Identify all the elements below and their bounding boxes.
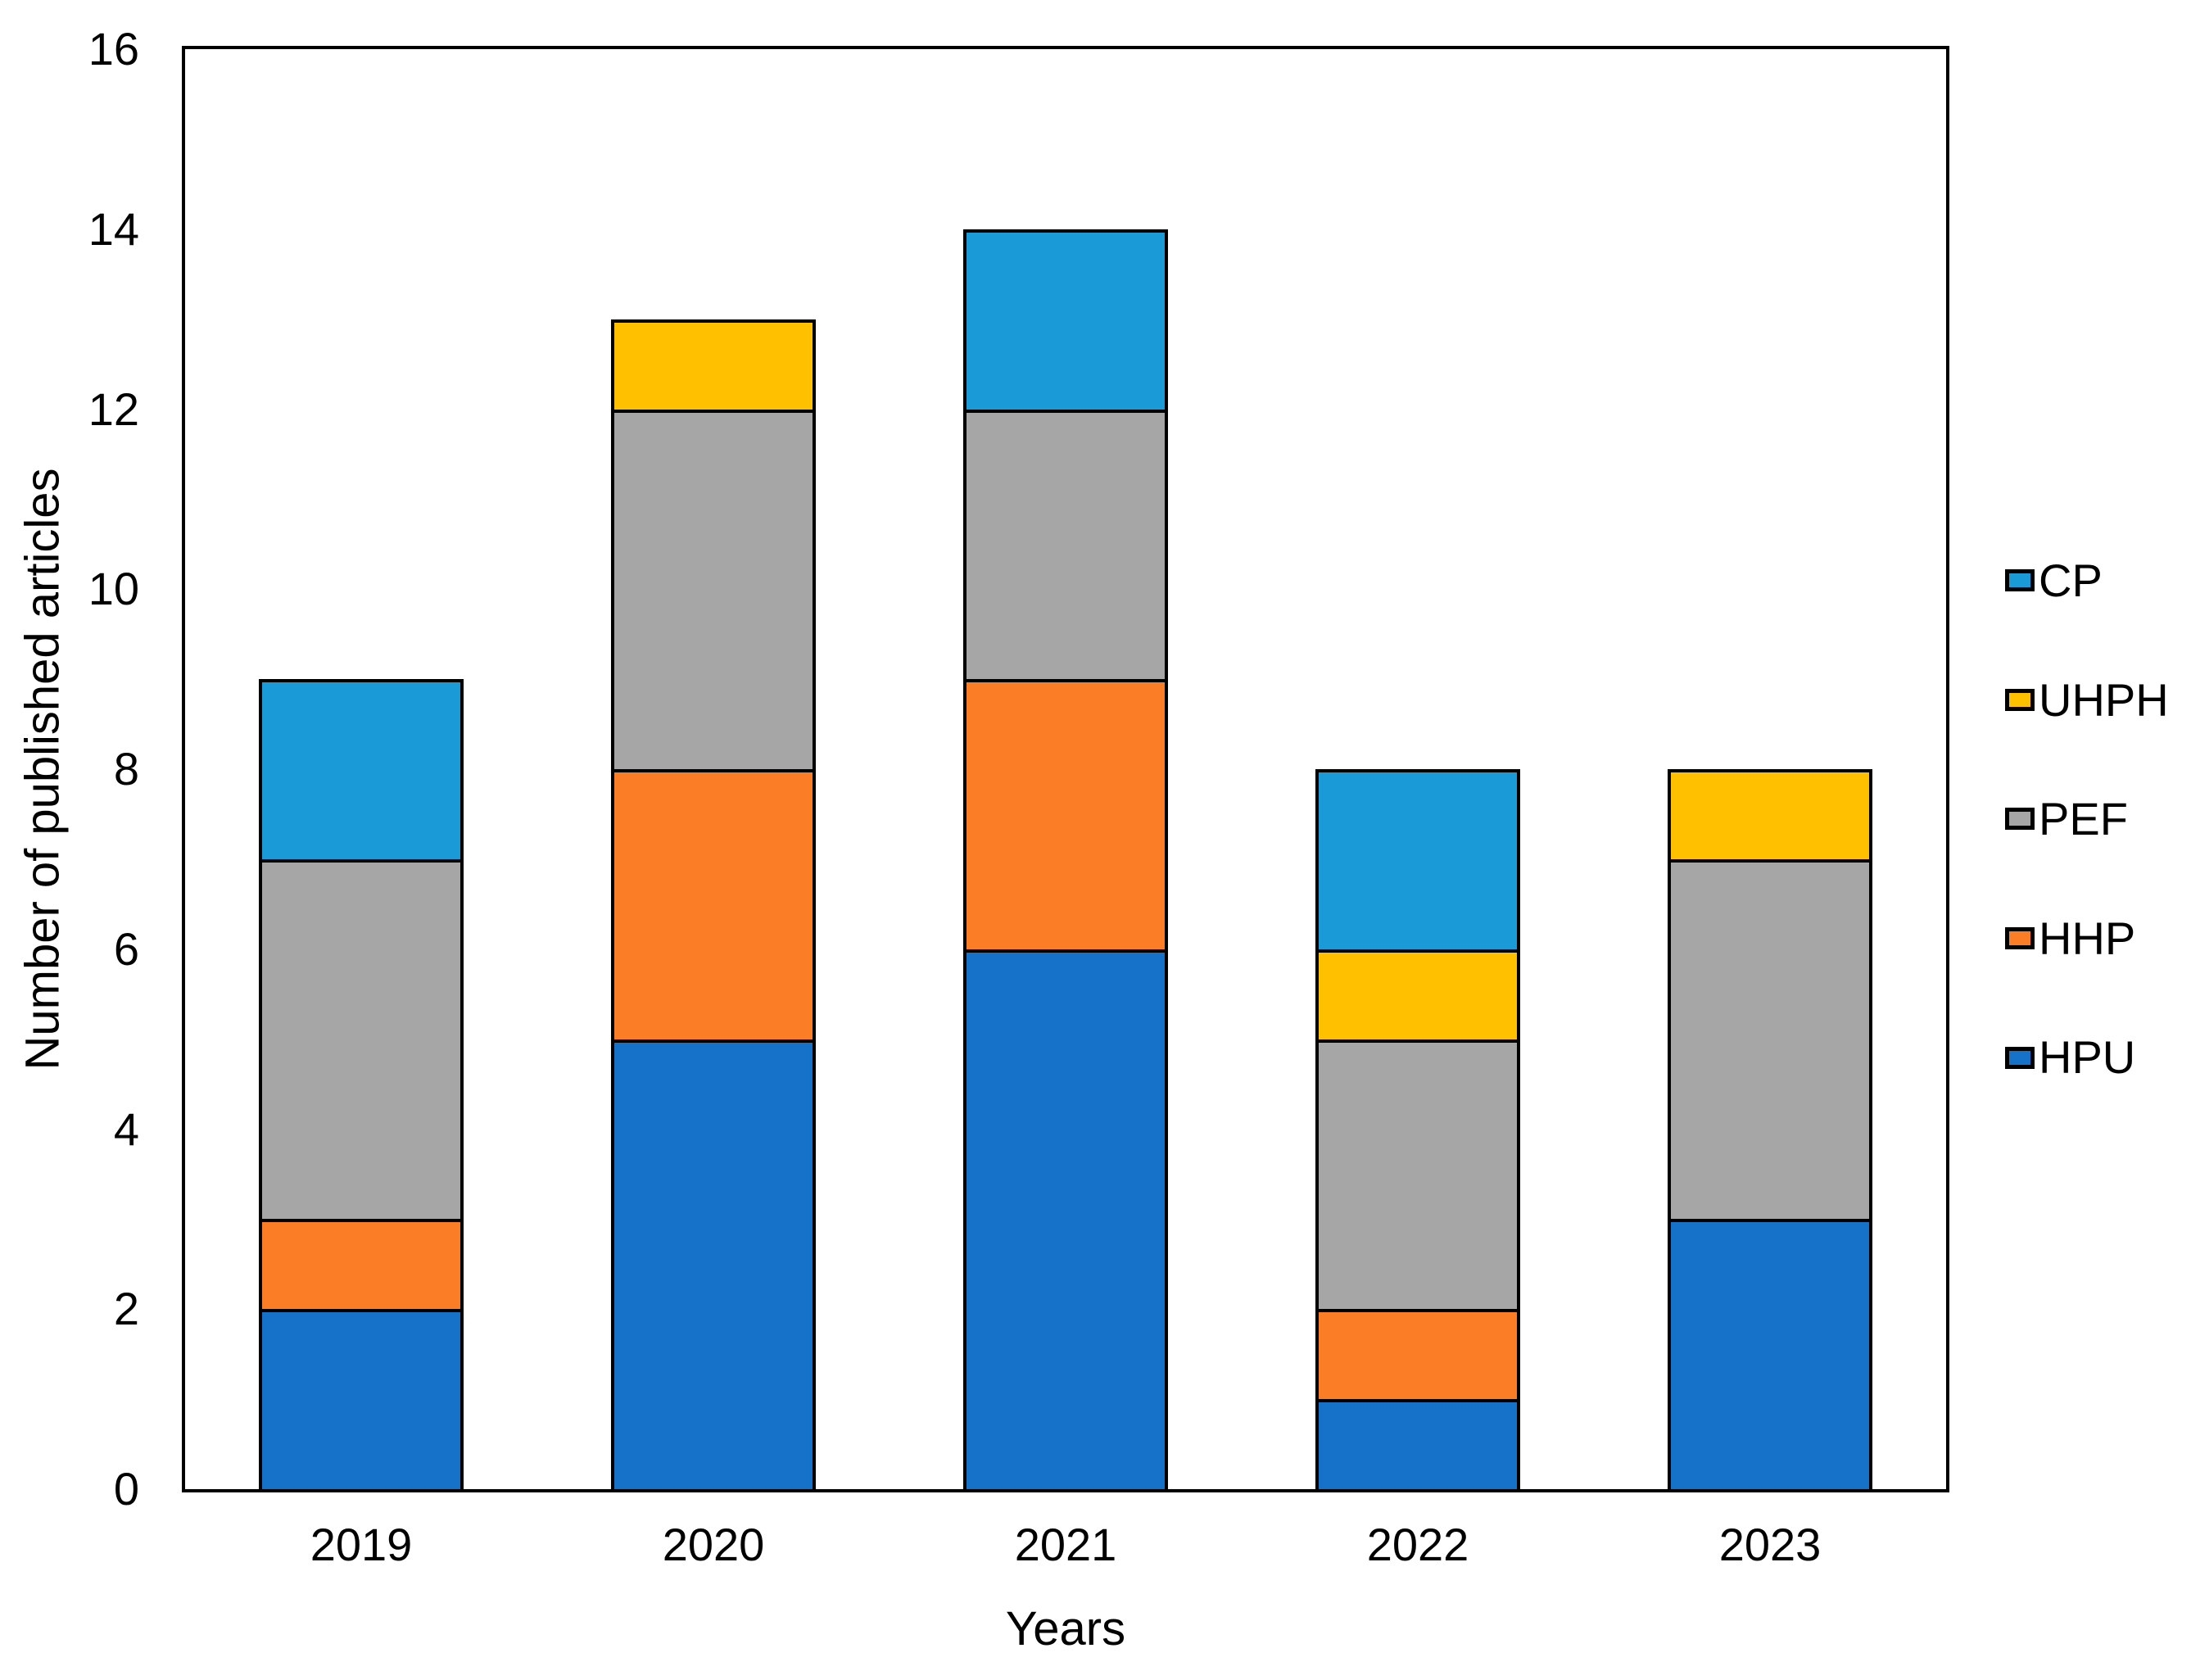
bar-2022 — [1315, 49, 1520, 1492]
bar-segment-2022-cp — [1315, 769, 1520, 953]
legend-item-hhp: HHP — [2005, 913, 2169, 964]
legend-swatch-uhph — [2005, 688, 2035, 711]
bar-segment-2019-hpu — [259, 1309, 464, 1492]
legend-item-cp: CP — [2005, 555, 2169, 606]
bar-segment-2022-pef — [1315, 1039, 1520, 1313]
legend-label-uhph: UHPH — [2039, 673, 2169, 726]
x-tick-label-2019: 2019 — [310, 1519, 413, 1570]
bar-segment-2022-hpu — [1315, 1399, 1520, 1492]
x-axis-tick-labels: 2019 2020 2021 2022 2023 — [185, 1522, 1946, 1579]
bar-segment-2021-cp — [963, 229, 1168, 413]
y-tick-label-14: 14 — [88, 202, 139, 255]
legend-swatch-pef — [2005, 808, 2035, 831]
bar-segment-2023-uhph — [1668, 769, 1872, 863]
bar-segment-2021-pef — [963, 409, 1168, 683]
y-tick-label-12: 12 — [88, 383, 139, 435]
bar-2019 — [259, 49, 464, 1492]
bar-segment-2019-cp — [259, 679, 464, 863]
bar-segment-2020-hhp — [611, 769, 816, 1043]
legend-item-pef: PEF — [2005, 794, 2169, 845]
bar-segment-2023-hpu — [1668, 1219, 1872, 1492]
bar-segment-2019-pef — [259, 858, 464, 1223]
y-tick-label-6: 6 — [113, 922, 139, 975]
bar-segment-2023-pef — [1668, 858, 1872, 1223]
bar-segment-2021-hhp — [963, 679, 1168, 953]
bar-segment-2021-hpu — [963, 949, 1168, 1492]
bar-2023 — [1668, 49, 1872, 1492]
legend: CP UHPH PEF HHP HPU — [2005, 555, 2169, 1083]
legend-swatch-cp — [2005, 569, 2035, 592]
legend-label-hhp: HHP — [2039, 912, 2136, 964]
bar-segment-2022-uhph — [1315, 949, 1520, 1043]
x-tick-label-2021: 2021 — [1014, 1519, 1117, 1570]
bar-segment-2019-hhp — [259, 1219, 464, 1313]
bars-rail — [185, 49, 1946, 1492]
y-tick-label-0: 0 — [113, 1463, 139, 1515]
y-tick-label-8: 8 — [113, 743, 139, 795]
bar-2021 — [963, 49, 1168, 1492]
x-tick-label-2020: 2020 — [662, 1519, 765, 1570]
legend-label-cp: CP — [2039, 555, 2103, 606]
legend-swatch-hhp — [2005, 927, 2035, 950]
y-tick-label-2: 2 — [113, 1283, 139, 1335]
x-tick-label-2023: 2023 — [1718, 1519, 1822, 1570]
y-tick-label-10: 10 — [88, 563, 139, 615]
legend-label-hpu: HPU — [2039, 1031, 2136, 1084]
bar-segment-2022-hhp — [1315, 1309, 1520, 1403]
x-axis-title: Years — [1005, 1602, 1126, 1655]
legend-label-pef: PEF — [2039, 793, 2128, 845]
bar-segment-2020-pef — [611, 409, 816, 772]
y-axis-tick-labels: 0 2 4 6 8 10 12 14 16 — [0, 26, 147, 1512]
y-tick-label-16: 16 — [88, 23, 139, 75]
y-tick-label-4: 4 — [113, 1103, 139, 1155]
bar-2020 — [611, 49, 816, 1492]
legend-swatch-hpu — [2005, 1046, 2035, 1069]
x-tick-label-2022: 2022 — [1366, 1519, 1469, 1570]
bar-segment-2020-uhph — [611, 319, 816, 413]
bar-segment-2020-hpu — [611, 1039, 816, 1492]
legend-item-hpu: HPU — [2005, 1032, 2169, 1083]
legend-item-uhph: UHPH — [2005, 673, 2169, 726]
